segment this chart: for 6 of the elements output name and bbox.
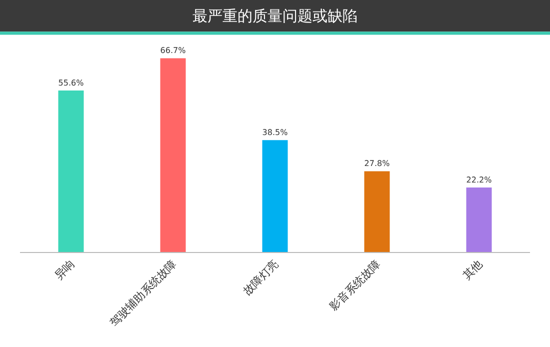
chart-title: 最严重的质量问题或缺陷 [192, 6, 358, 25]
x-tick-label: 故障灯亮 [240, 258, 282, 298]
x-tick-label: 影音系统故障 [327, 258, 384, 314]
x-tick-label: 其他 [460, 258, 486, 282]
x-tick-label: 异响 [52, 258, 78, 282]
x-tick-label: 驾驶辅助系统故障 [108, 258, 180, 329]
